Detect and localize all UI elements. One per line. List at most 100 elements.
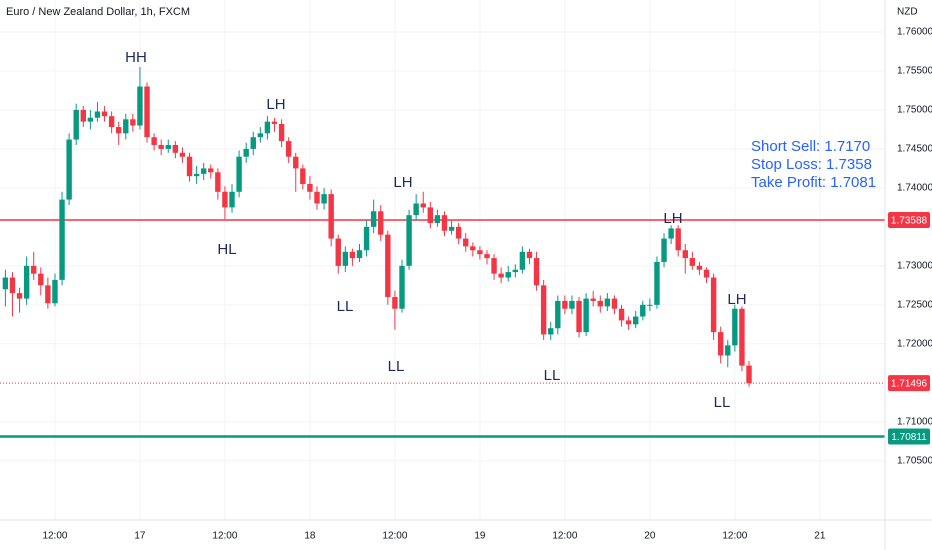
y-tick-label: 1.72500	[897, 299, 932, 310]
candle-body	[448, 226, 455, 231]
candle-body	[278, 123, 285, 142]
candle-body	[378, 211, 384, 235]
price-badge-label: 1.73588	[891, 216, 928, 227]
candle-body	[158, 145, 164, 149]
candle-body	[115, 127, 122, 134]
candle-body	[732, 308, 738, 346]
candle-body	[668, 228, 674, 239]
x-tick-label: 12:00	[212, 531, 237, 542]
candle-body	[229, 191, 235, 208]
candle-body	[399, 265, 405, 309]
candle-body	[640, 304, 646, 317]
candle-body	[186, 156, 193, 177]
candle-body	[208, 168, 214, 173]
candle-body	[618, 308, 625, 321]
candle-body	[342, 251, 349, 266]
candle-body	[101, 111, 108, 117]
candle-body	[548, 328, 554, 335]
candle-body	[151, 137, 157, 146]
candle-body	[73, 109, 79, 140]
y-tick-label: 1.70500	[897, 455, 932, 466]
candle-body	[236, 156, 242, 192]
candle-body	[328, 194, 334, 239]
candle-body	[597, 300, 603, 307]
x-tick-label: 12:00	[382, 531, 407, 542]
candle-body	[193, 173, 200, 177]
candle-body	[356, 250, 363, 259]
pattern-label: LL	[544, 367, 561, 384]
pattern-label: LL	[388, 358, 405, 375]
pattern-label: HL	[217, 241, 236, 258]
price-badge	[888, 212, 930, 229]
labels: 1.70500 1.71000 1.72000 1.72500 1.73000 1.740…	[42, 27, 932, 542]
candle-body	[590, 298, 596, 301]
candle-body	[526, 251, 533, 259]
candle-body	[562, 300, 568, 309]
candle-body	[130, 119, 136, 126]
candle-body	[179, 152, 186, 157]
candle-body	[172, 145, 179, 153]
trade-note: Take Profit: 1.7081	[751, 174, 876, 191]
candle-body	[717, 332, 724, 356]
candle-body	[406, 215, 412, 266]
candle-body	[611, 298, 618, 309]
candle-body	[137, 86, 143, 126]
candle-body	[293, 156, 299, 169]
x-tick-label: 12:00	[722, 531, 747, 542]
x-tick-label: 17	[134, 531, 146, 542]
y-tick-label: 1.75000	[897, 105, 932, 116]
candle-body	[477, 250, 483, 255]
candle-body	[300, 168, 306, 184]
candle-body	[94, 111, 101, 118]
candle-body	[385, 234, 391, 298]
candle-body	[335, 238, 341, 266]
candle-body	[243, 148, 249, 157]
candle-body	[250, 137, 256, 149]
y-tick-label: 1.75500	[897, 66, 932, 77]
candle-body	[165, 145, 171, 149]
candle-body	[434, 215, 441, 223]
candle-body	[123, 119, 129, 134]
candle-body	[696, 265, 703, 270]
candle-body	[441, 215, 448, 231]
pattern-label: LH	[663, 210, 682, 227]
candle-body	[222, 191, 228, 208]
candle-body	[505, 272, 511, 278]
candle-body	[66, 139, 72, 200]
price-badge-label: 1.70811	[891, 432, 927, 443]
candle-body	[271, 121, 278, 124]
candle-body	[144, 86, 150, 138]
price-badge-label: 1.71496	[891, 379, 928, 390]
candle-body	[307, 183, 313, 192]
currency-label: NZD	[897, 7, 918, 18]
candle-body	[31, 265, 37, 274]
pattern-label: LH	[266, 96, 285, 113]
candle-body	[540, 285, 547, 335]
candle-body	[349, 251, 356, 259]
candle-body	[498, 273, 504, 278]
candle-body	[484, 254, 490, 259]
candle-body	[363, 226, 370, 251]
price-badge	[888, 375, 930, 392]
candle-body	[746, 365, 752, 384]
candle-body	[257, 133, 264, 138]
candle-body	[512, 269, 519, 273]
candle-body	[370, 211, 377, 227]
candle-body	[675, 228, 681, 251]
x-tick-label: 19	[474, 531, 486, 542]
pattern-label: HH	[125, 49, 147, 66]
candle-body	[108, 116, 115, 128]
candle-body	[661, 238, 667, 262]
candle-body	[427, 207, 434, 223]
candle-body	[9, 277, 16, 294]
candle-body	[413, 203, 419, 216]
candles	[2, 67, 752, 387]
candle-body	[625, 320, 632, 325]
chart-title: Euro / New Zealand Dollar, 1h, FXCM	[6, 6, 190, 18]
pattern-label: LL	[714, 394, 731, 411]
candle-body	[710, 277, 717, 333]
candle-body	[703, 269, 710, 278]
candle-body	[80, 109, 86, 122]
